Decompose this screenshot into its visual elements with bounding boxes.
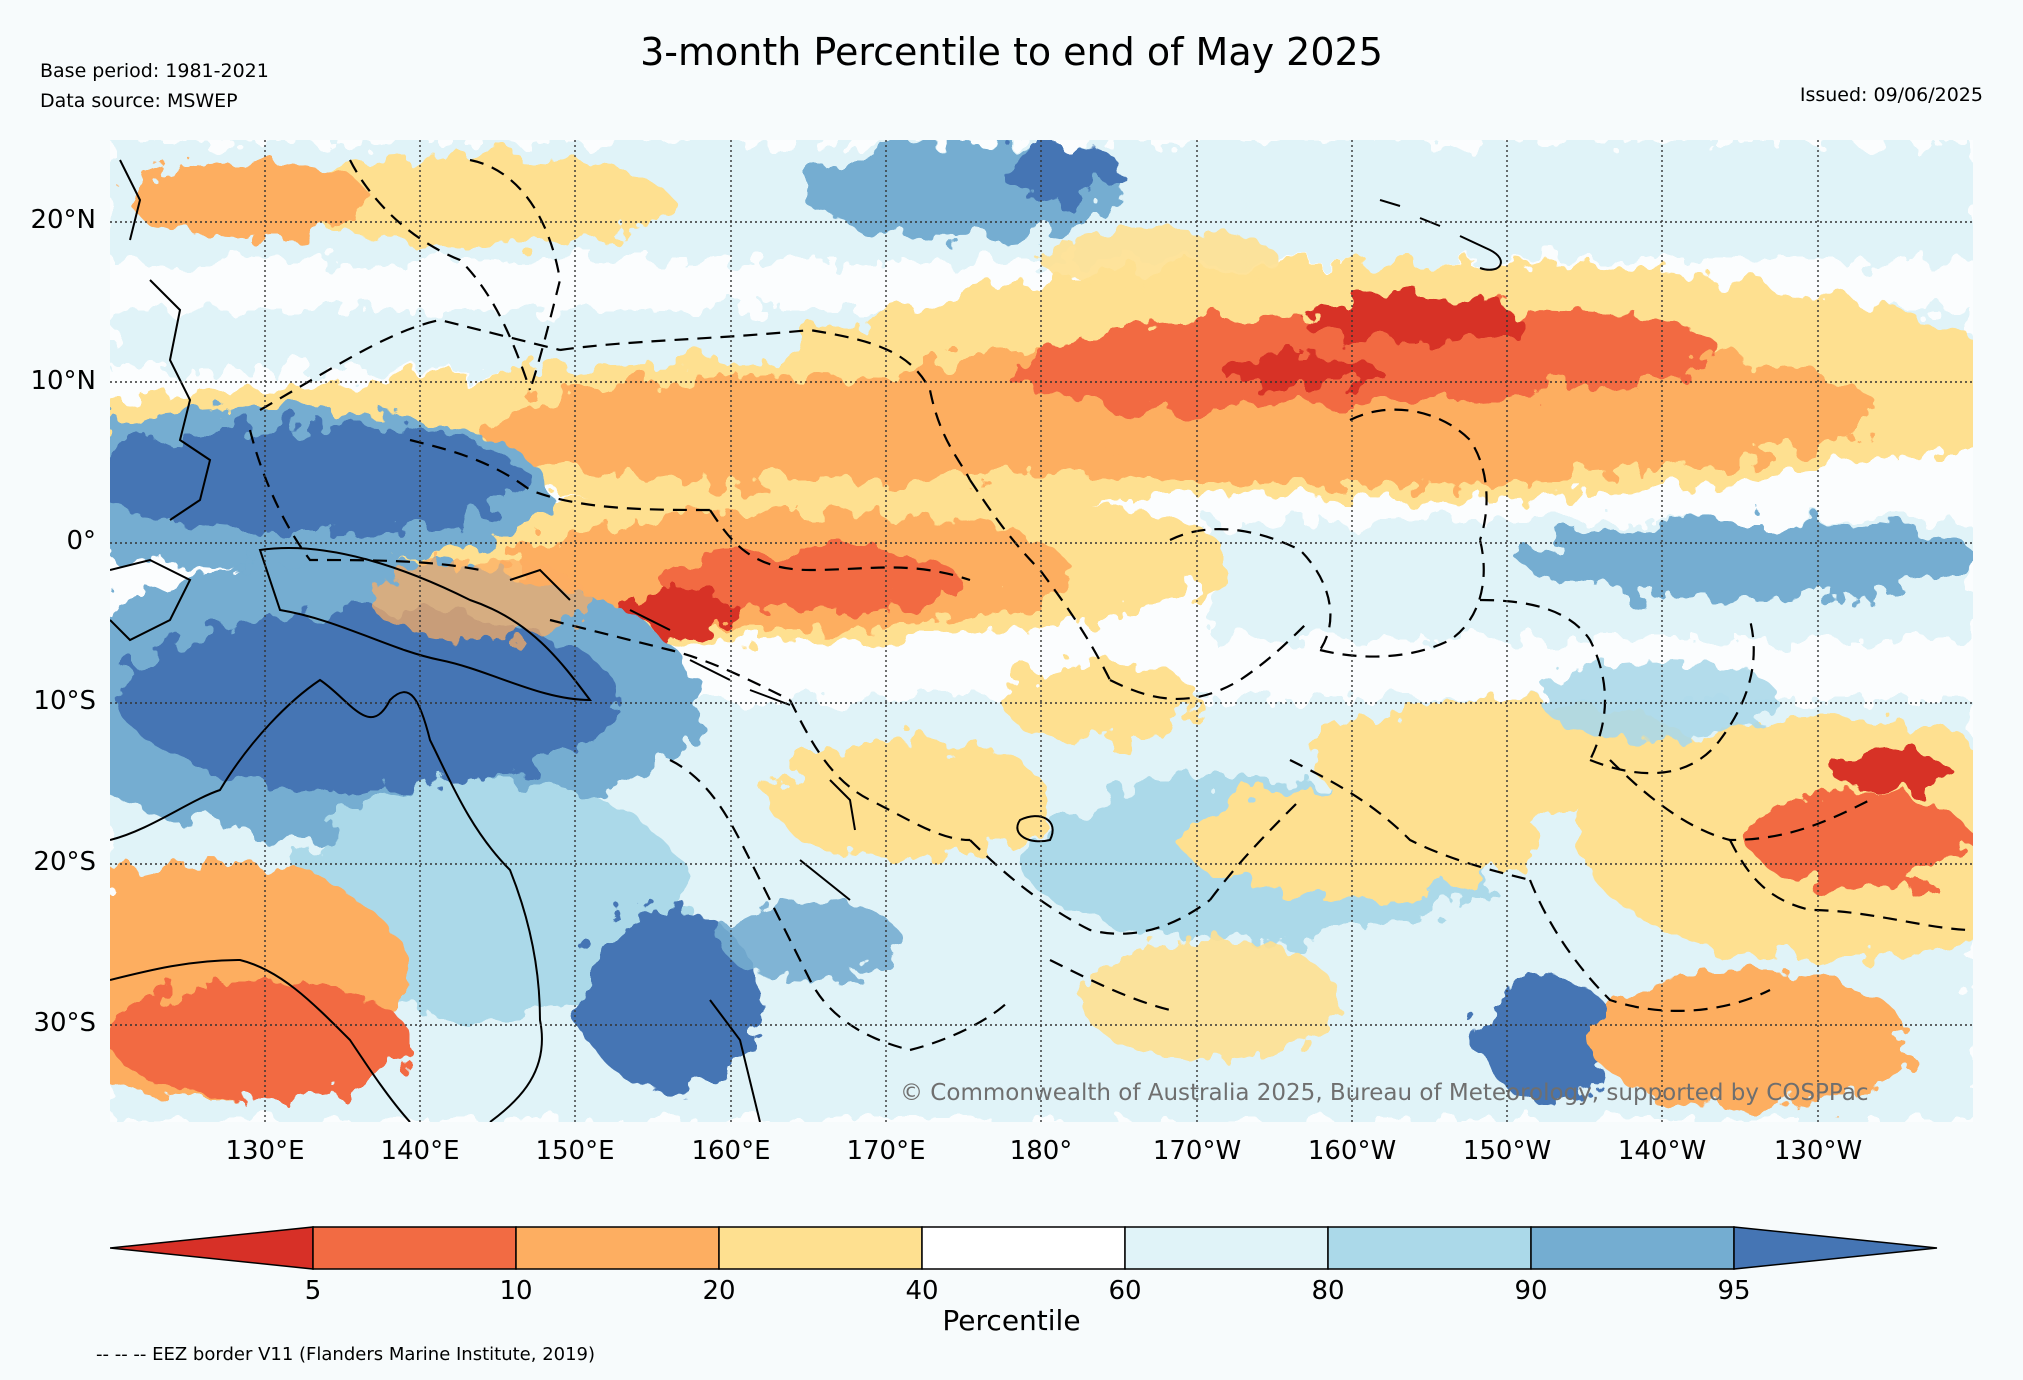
lon-label-130w: 130°W (1773, 1136, 1863, 1166)
chart-title: 3-month Percentile to end of May 2025 (640, 30, 1383, 74)
eez-legend-note: -- -- -- EEZ border V11 (Flanders Marine… (96, 1344, 596, 1365)
lat-label-20s: 20°S (33, 847, 96, 877)
colorbar-tick-5: 5 (304, 1276, 322, 1306)
colorbar-segment-20-40 (718, 1226, 923, 1270)
copyright-credit: © Commonwealth of Australia 2025, Bureau… (900, 1080, 1869, 1106)
colorbar-tick-40: 40 (905, 1276, 939, 1306)
issued-date: Issued: 09/06/2025 (1799, 84, 1983, 106)
lon-label-170e: 170°E (846, 1136, 926, 1166)
lat-label-0: 0° (66, 526, 96, 556)
colorbar-segment-90-95 (1530, 1226, 1735, 1270)
data-source-text: Data source: MSWEP (40, 90, 238, 112)
colorbar-segment-60-80 (1124, 1226, 1329, 1270)
lon-label-140w: 140°W (1617, 1136, 1707, 1166)
coastlines (110, 159, 1502, 1122)
colorbar-tick-80: 80 (1311, 1276, 1345, 1306)
percentile-colorbar (110, 1226, 1938, 1270)
lat-label-10s: 10°S (33, 686, 96, 716)
graticule (110, 140, 1973, 1122)
metadata-block: Base period: 1981-2021 Data source: MSWE… (40, 56, 269, 116)
lat-label-20n: 20°N (30, 205, 96, 235)
lon-label-170w: 170°W (1152, 1136, 1242, 1166)
colorbar-label: Percentile (942, 1304, 1081, 1337)
colorbar-segment-80-90 (1327, 1226, 1532, 1270)
percentile-map (110, 140, 1973, 1122)
colorbar-segment-below-5 (110, 1226, 314, 1270)
colorbar-tick-10: 10 (499, 1276, 533, 1306)
lon-label-150w: 150°W (1462, 1136, 1552, 1166)
lon-label-180: 180° (1009, 1136, 1073, 1166)
map-panel (110, 140, 1973, 1122)
lon-label-150e: 150°E (535, 1136, 615, 1166)
colorbar-segment-40-60 (921, 1226, 1126, 1270)
eez-borders (248, 158, 1973, 1052)
colorbar-segment-5-10 (312, 1226, 517, 1270)
colorbar-tick-60: 60 (1108, 1276, 1142, 1306)
base-period-text: Base period: 1981-2021 (40, 60, 269, 82)
lon-label-140e: 140°E (380, 1136, 460, 1166)
colorbar-segment-above-95 (1733, 1226, 1938, 1270)
lon-label-130e: 130°E (225, 1136, 305, 1166)
lat-label-10n: 10°N (30, 366, 96, 396)
colorbar-segment-10-20 (515, 1226, 720, 1270)
lon-label-160w: 160°W (1307, 1136, 1397, 1166)
colorbar-tick-20: 20 (702, 1276, 736, 1306)
colorbar-tick-95: 95 (1717, 1276, 1751, 1306)
lat-label-30s: 30°S (33, 1008, 96, 1038)
lon-label-160e: 160°E (691, 1136, 771, 1166)
colorbar-tick-90: 90 (1514, 1276, 1548, 1306)
